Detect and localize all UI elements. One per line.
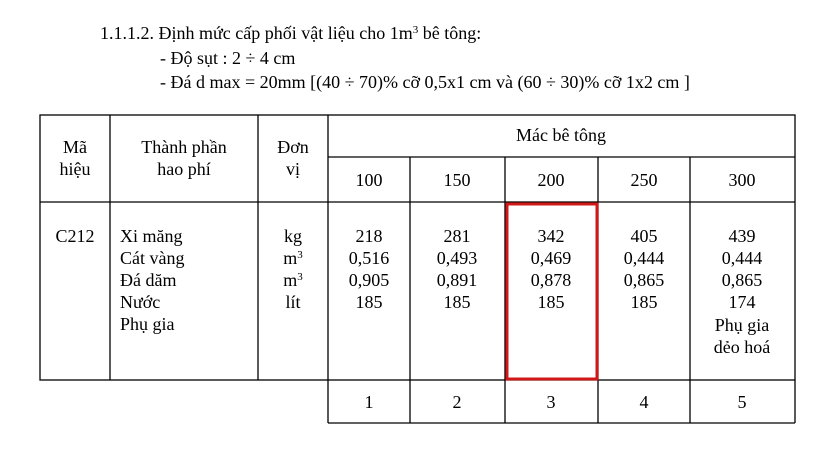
header: Đơn vị — [277, 137, 309, 179]
component: Đá dăm — [120, 270, 177, 290]
header: Mác bê tông — [516, 125, 606, 145]
grade: 150 — [443, 170, 471, 190]
value: 185 — [630, 292, 658, 312]
column-number: 5 — [737, 392, 747, 412]
value: 185 — [537, 292, 565, 312]
column-number: 3 — [546, 392, 556, 412]
value: 0,469 — [530, 248, 572, 268]
value: 281 — [443, 226, 471, 246]
value: 0,444 — [623, 248, 665, 268]
value: 218 — [355, 226, 383, 246]
heading: 1.1.1.2. Định mức cấp phối vật liệu cho … — [100, 23, 482, 43]
value: 185 — [443, 292, 471, 312]
code: C212 — [55, 226, 95, 246]
grade: 200 — [537, 170, 565, 190]
component: Xi măng — [120, 226, 183, 246]
component: Nước — [120, 292, 161, 312]
value: Phụ gia — [714, 315, 770, 335]
grade: 100 — [355, 170, 383, 190]
grade: 250 — [630, 170, 658, 190]
value: 0,516 — [348, 248, 390, 268]
component: Phụ gia — [120, 314, 175, 334]
header: Thành phần hao phí — [141, 137, 227, 179]
header: Mã hiệu — [59, 137, 91, 179]
value: 0,493 — [436, 248, 478, 268]
value: 0,865 — [623, 270, 665, 290]
component: Cát vàng — [120, 248, 185, 268]
value: 0,905 — [348, 270, 390, 290]
highlight-box — [505, 202, 599, 381]
column-number: 4 — [639, 392, 649, 412]
value: 174 — [728, 292, 756, 312]
unit: lít — [285, 292, 301, 312]
grade: 300 — [728, 170, 756, 190]
value: 185 — [355, 292, 383, 312]
unit: m3 — [283, 270, 303, 290]
value: 0,891 — [436, 270, 478, 290]
column-number: 1 — [364, 392, 374, 412]
value: 405 — [630, 226, 658, 246]
unit: kg — [284, 226, 302, 246]
value: 0,865 — [721, 270, 763, 290]
unit: m3 — [283, 248, 303, 268]
value: 0,444 — [721, 248, 763, 268]
note: - Độ sụt : 2 ÷ 4 cm — [160, 48, 296, 68]
value: 0,878 — [530, 270, 572, 290]
note: - Đá d max = 20mm [(40 ÷ 70)% cỡ 0,5x1 c… — [160, 72, 690, 92]
column-number: 2 — [452, 392, 462, 412]
value: 342 — [537, 226, 565, 246]
value: 439 — [728, 226, 756, 246]
value: dẻo hoá — [713, 337, 771, 357]
